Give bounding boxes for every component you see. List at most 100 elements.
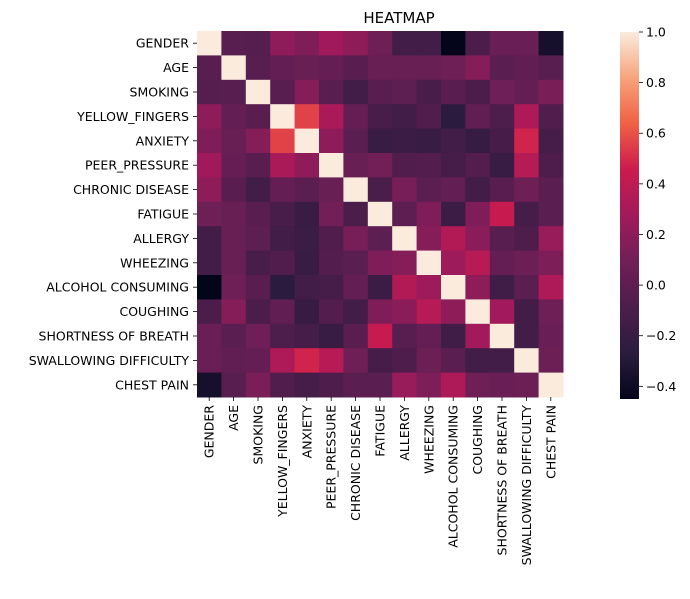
heatmap-cell [245, 348, 271, 374]
heatmap-cell [465, 201, 491, 227]
heatmap-cell [392, 323, 418, 349]
heatmap-cell [221, 177, 247, 203]
heatmap-cell [392, 226, 418, 252]
heatmap-cell [197, 348, 222, 374]
y-tick-label: COUGHING [119, 304, 189, 319]
heatmap-cell [441, 153, 466, 178]
heatmap-cell [514, 299, 540, 325]
heatmap-cell [343, 250, 369, 276]
colorbar-tick-label: −0.2 [646, 328, 676, 343]
heatmap-cell [441, 372, 466, 398]
heatmap-cells [197, 31, 564, 398]
heatmap-cell [416, 226, 442, 252]
heatmap-cell [416, 372, 442, 398]
heatmap-cell [416, 348, 442, 374]
heatmap-cell [514, 226, 540, 252]
heatmap-cell [465, 323, 491, 349]
heatmap-cell [294, 275, 320, 300]
heatmap-cell [538, 79, 564, 105]
heatmap-cell [294, 31, 320, 56]
heatmap-cell [197, 201, 222, 227]
heatmap-cell [221, 372, 247, 398]
heatmap-cell [294, 299, 320, 325]
heatmap-cell [245, 275, 271, 300]
heatmap-cell [441, 128, 466, 154]
heatmap-cell [465, 128, 491, 154]
heatmap-cell [197, 372, 222, 398]
heatmap-cell [294, 79, 320, 105]
heatmap-cell [392, 348, 418, 374]
heatmap-cell [343, 177, 369, 203]
heatmap-cell [270, 128, 296, 154]
heatmap-cell [197, 104, 222, 130]
heatmap-cell [245, 177, 271, 203]
heatmap-cell [343, 55, 369, 81]
heatmap-cell [514, 79, 540, 105]
colorbar-tick-label: 0.6 [646, 126, 666, 141]
heatmap-cell [221, 275, 247, 300]
heatmap-cell [319, 31, 344, 56]
heatmap-cell [538, 226, 564, 252]
heatmap-cell [294, 55, 320, 81]
heatmap-cell [294, 177, 320, 203]
heatmap-cell [441, 177, 466, 203]
heatmap-cell [465, 104, 491, 130]
colorbar-tick-label: 0.4 [646, 176, 666, 191]
heatmap-cell [343, 275, 369, 300]
heatmap-cell [538, 348, 564, 374]
y-tick-label: ANXIETY [136, 133, 190, 148]
heatmap-cell [221, 348, 247, 374]
heatmap-cell [367, 323, 393, 349]
heatmap-cell [441, 250, 466, 276]
heatmap-cell [245, 55, 271, 81]
heatmap-cell [465, 55, 491, 81]
heatmap-cell [319, 104, 344, 130]
heatmap-cell [319, 226, 344, 252]
heatmap-cell [294, 104, 320, 130]
heatmap-cell [221, 79, 247, 105]
y-tick-label: YELLOW_FINGERS [76, 109, 189, 124]
heatmap-cell [416, 177, 442, 203]
heatmap-cell [489, 177, 515, 203]
heatmap-cell [514, 372, 540, 398]
heatmap-cell [465, 372, 491, 398]
y-tick-label: SWALLOWING DIFFICULTY [29, 353, 190, 368]
heatmap-cell [489, 31, 515, 56]
x-tick-labels: GENDER AGE SMOKING YELLOW_FINGERS ANXIETY PEE… [202, 397, 558, 565]
y-tick-label: SHORTNESS OF BREATH [39, 329, 189, 344]
heatmap-cell [441, 201, 466, 227]
heatmap-cell [270, 79, 296, 105]
heatmap-cell [367, 55, 393, 81]
colorbar-ticks: 1.0 0.8 0.6 0.4 0.2 0.0 −0.2 −0.4 [639, 25, 676, 394]
heatmap-cell [392, 153, 418, 178]
heatmap-cell [221, 250, 247, 276]
chart-title: HEATMAP [363, 9, 434, 27]
y-tick-label: ALLERGY [133, 231, 189, 246]
x-tick-label: CHEST PAIN [543, 405, 558, 479]
heatmap-cell [489, 153, 515, 178]
heatmap-cell [416, 250, 442, 276]
y-tick-label: ALCOHOL CONSUMING [46, 280, 189, 295]
heatmap-cell [489, 226, 515, 252]
heatmap-cell [367, 128, 393, 154]
colorbar-tick-label: 1.0 [646, 25, 666, 40]
heatmap-cell [514, 348, 540, 374]
heatmap-cell [343, 31, 369, 56]
heatmap-cell [514, 250, 540, 276]
heatmap-cell [319, 299, 344, 325]
heatmap-cell [245, 299, 271, 325]
heatmap-cell [392, 177, 418, 203]
heatmap-cell [245, 31, 271, 56]
heatmap-cell [514, 275, 540, 300]
heatmap-cell [197, 226, 222, 252]
heatmap-cell [245, 79, 271, 105]
heatmap-cell [392, 55, 418, 81]
heatmap-cell [416, 201, 442, 227]
heatmap-cell [514, 55, 540, 81]
heatmap-cell [489, 128, 515, 154]
heatmap-cell [197, 177, 222, 203]
heatmap-cell [441, 31, 466, 56]
heatmap-cell [221, 299, 247, 325]
heatmap-cell [367, 372, 393, 398]
heatmap-cell [416, 128, 442, 154]
